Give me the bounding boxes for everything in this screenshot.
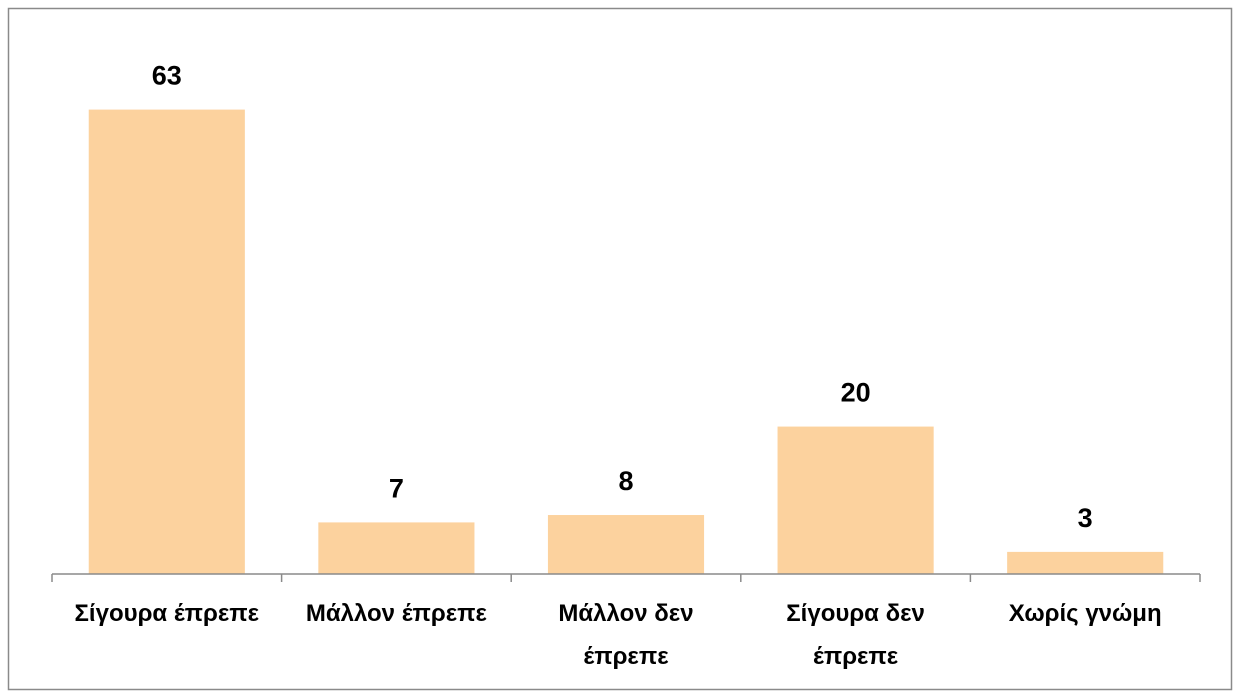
value-label: 3 <box>1078 503 1093 533</box>
value-label: 8 <box>618 466 633 496</box>
bar <box>88 109 245 574</box>
value-label: 20 <box>841 378 871 408</box>
x-tick-label: Σίγουρα έπρεπε <box>74 600 260 627</box>
bar <box>777 426 934 574</box>
x-tick-label: Χωρίς γνώμη <box>1008 600 1162 627</box>
bar <box>318 522 475 574</box>
x-tick-label: Σίγουρα δεν έπρεπε <box>786 600 925 670</box>
bar <box>1007 551 1164 574</box>
bar <box>547 515 705 574</box>
x-tick-label: Μάλλον έπρεπε <box>305 600 487 627</box>
value-label: 7 <box>389 474 404 504</box>
x-tick-label: Μάλλον δεν έπρεπε <box>558 600 694 670</box>
value-label: 63 <box>152 61 182 91</box>
